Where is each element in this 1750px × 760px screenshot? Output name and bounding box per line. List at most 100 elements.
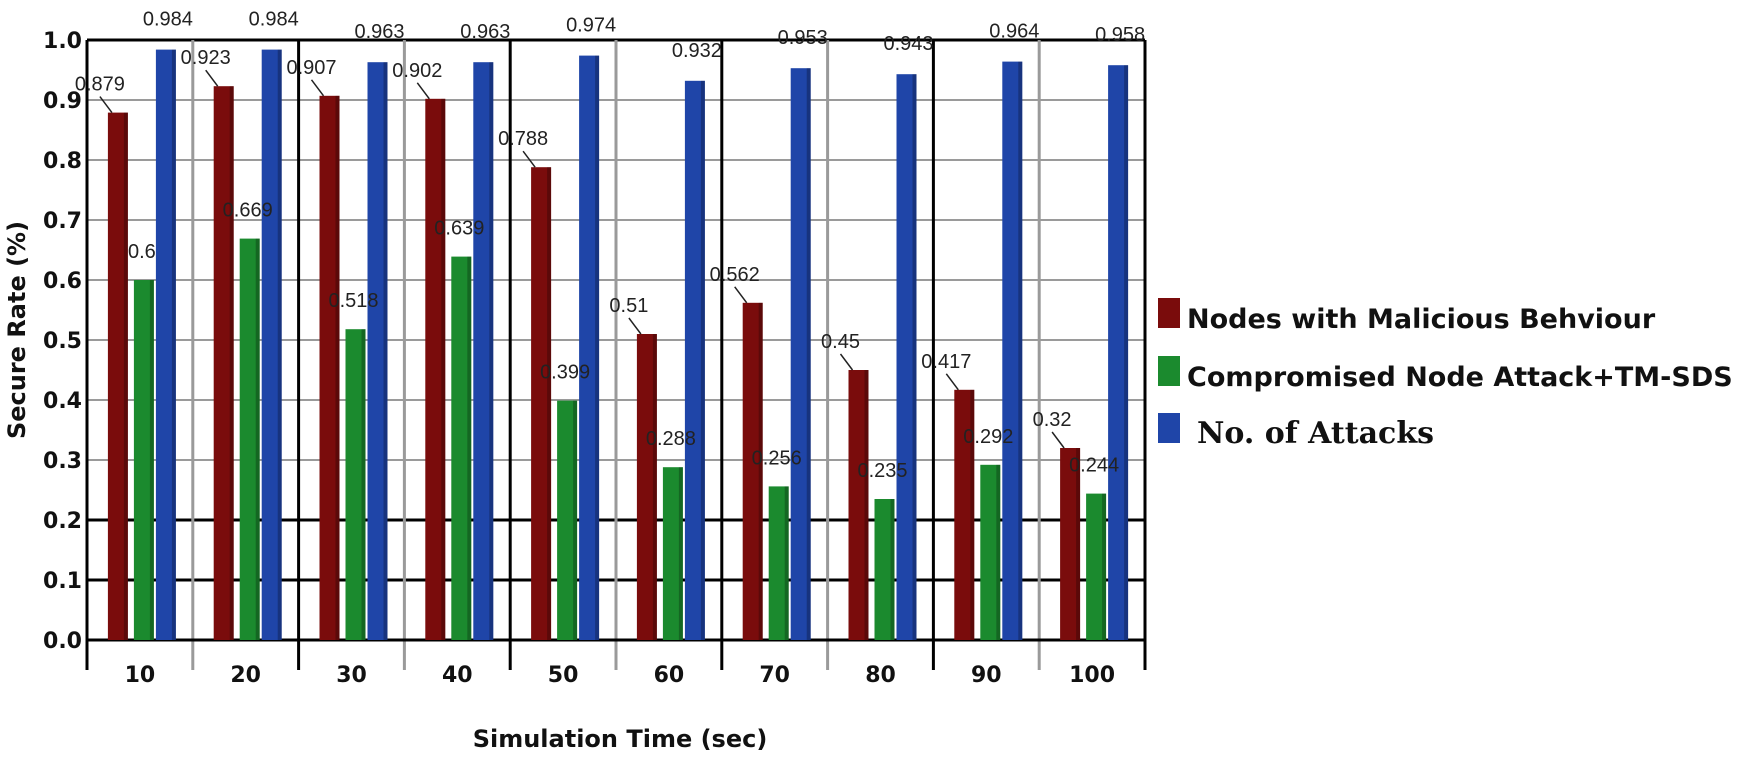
data-label: 0.902 [392,60,442,82]
bar-0-70 [742,302,763,640]
data-label: 0.953 [778,27,828,49]
label-leader [839,353,854,371]
bar-shade [277,49,282,641]
bar-2-20 [261,49,282,641]
x-tick-label: 70 [759,663,790,688]
data-label: 0.879 [75,74,125,96]
legend-swatch-1 [1158,356,1180,386]
label-leader [205,69,219,87]
bar-2-50 [579,55,600,641]
data-label: 0.244 [1069,455,1119,477]
data-label: 0.907 [286,57,336,79]
bar-1-90 [980,464,1001,640]
data-label: 0.943 [883,33,933,55]
bar-shade [700,80,705,641]
bar-0-60 [636,334,657,640]
legend-label-0: Nodes with Malicious Behviour [1187,304,1656,335]
x-tick-label: 40 [442,663,473,688]
data-label: 0.963 [354,21,404,43]
bar-shade [678,467,683,640]
legend-swatch-2 [1158,413,1180,443]
bar-shade [1076,448,1081,640]
x-axis-title: Simulation Time (sec) [473,725,768,753]
label-leader [628,317,642,335]
bar-2-40 [473,62,494,640]
bar-0-50 [531,167,552,640]
bar-shade [784,486,789,640]
data-label: 0.292 [963,426,1013,448]
bars [107,49,1129,641]
bar-shade [335,95,340,641]
bar-shade [1102,493,1107,640]
bar-0-10 [107,112,128,641]
bar-shade [441,98,446,641]
bar-shade [758,302,763,640]
bar-shade [890,499,895,640]
legend-label-1: Compromised Node Attack+TM-SDS [1187,362,1733,393]
y-axis-title: Secure Rate (%) [3,221,31,439]
bar-shade [1124,65,1129,640]
legend: Nodes with Malicious Behviour Compromised… [1158,298,1733,451]
data-label: 0.399 [540,362,590,384]
x-tick-label: 90 [971,663,1002,688]
x-tick-label: 20 [230,663,261,688]
label-leader [945,373,959,391]
data-label: 0.417 [921,351,971,373]
data-label: 0.984 [249,9,299,31]
bar-1-20 [239,238,260,640]
data-label: 0.32 [1033,409,1072,431]
bar-0-90 [954,389,975,640]
bar-shade [970,389,975,640]
bar-2-60 [684,80,705,641]
data-label: 0.788 [498,128,548,150]
y-tick-label: 0.0 [43,629,82,654]
y-tick-label: 0.1 [43,569,82,594]
bar-2-30 [367,62,388,640]
x-tick-label: 100 [1069,663,1115,688]
bar-shade [383,62,388,640]
bar-1-10 [133,280,154,640]
bar-0-80 [848,370,869,640]
data-label: 0.256 [752,447,802,469]
x-tick-label: 10 [125,663,156,688]
bar-shade [996,464,1001,640]
bar-shade [149,280,154,640]
bar-shade [255,238,260,640]
data-label: 0.932 [672,40,722,62]
y-tick-label: 0.7 [43,209,82,234]
label-leader [99,96,113,114]
x-tick-label: 50 [548,663,579,688]
data-label: 0.639 [434,218,484,240]
bar-shade [361,329,366,640]
data-label: 0.958 [1095,24,1145,46]
bar-shade [171,49,176,641]
bar-0-30 [319,95,340,641]
bar-2-80 [896,74,917,640]
y-axis-ticks: 0.0 0.1 0.2 0.3 0.4 0.5 0.6 0.7 0.8 0.9 1.0 [43,29,82,654]
bar-shade [912,74,917,640]
label-leader [734,286,748,304]
y-tick-label: 1.0 [43,29,82,54]
bar-shade [806,68,811,640]
y-tick-label: 0.5 [43,329,82,354]
bar-1-60 [662,467,683,640]
bar-0-100 [1060,448,1081,640]
bar-2-70 [790,68,811,640]
bar-shade [229,86,234,640]
bar-shade [652,334,657,640]
x-tick-label: 30 [336,663,367,688]
x-axis-ticks: 10 20 30 40 50 60 70 80 90 100 [125,663,1115,688]
bar-0-40 [425,98,446,641]
data-label: 0.669 [223,200,273,222]
y-tick-label: 0.8 [43,149,82,174]
y-tick-label: 0.3 [43,449,82,474]
bar-1-70 [768,486,789,640]
bar-1-30 [345,329,366,640]
bar-2-10 [155,49,176,641]
data-label: 0.984 [143,9,193,31]
bar-1-100 [1086,493,1107,640]
x-tick-label: 60 [654,663,685,688]
data-label: 0.235 [857,460,907,482]
bar-1-40 [451,256,472,640]
